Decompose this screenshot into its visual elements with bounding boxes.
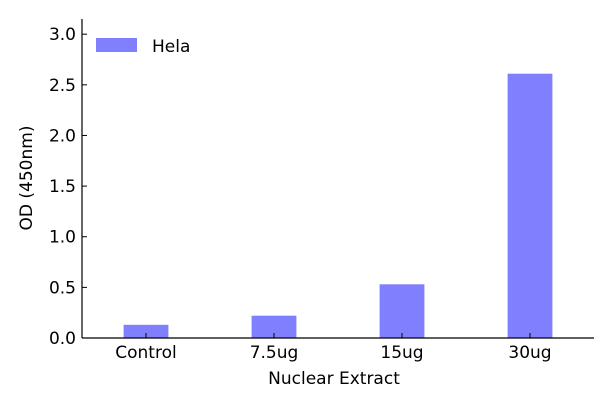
x-tick-label: 30ug <box>508 343 551 363</box>
y-tick-label: 3.0 <box>49 25 76 45</box>
y-tick-label: 1.0 <box>49 228 76 248</box>
x-tick-label: Control <box>115 343 176 363</box>
y-tick-label: 2.5 <box>49 76 76 96</box>
y-tick-label: 2.0 <box>49 126 76 146</box>
x-tick-label: 7.5ug <box>250 343 299 363</box>
x-tick-label: 15ug <box>380 343 423 363</box>
legend: Hela <box>96 37 190 57</box>
bar-7-5ug <box>251 315 297 338</box>
x-axis-title: Nuclear Extract <box>268 369 400 389</box>
bar-control <box>123 324 169 338</box>
x-ticks: Control 7.5ug 15ug 30ug <box>115 333 552 363</box>
y-tick-label: 0.5 <box>49 278 76 298</box>
y-tick-label: 0.0 <box>49 329 76 349</box>
legend-label: Hela <box>152 37 190 57</box>
legend-swatch <box>96 38 137 52</box>
y-tick-label: 1.5 <box>49 177 76 197</box>
y-ticks: 0.0 0.5 1.0 1.5 2.0 2.5 3.0 <box>49 25 87 349</box>
y-axis-title: OD (450nm) <box>17 126 37 231</box>
bars-layer <box>123 73 553 338</box>
bar-30ug <box>507 73 553 338</box>
bar-15ug <box>379 284 425 338</box>
